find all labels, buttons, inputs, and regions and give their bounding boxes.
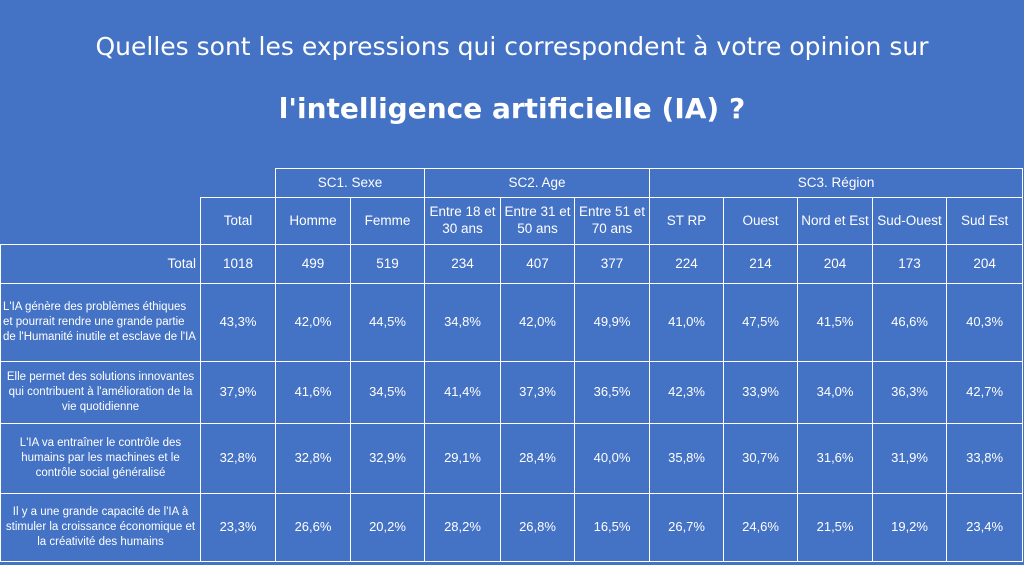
row-label: Elle permet des solutions innovantes qui… <box>0 361 201 424</box>
table-cell: 23,3% <box>200 493 276 562</box>
title-line-2: l'intelligence artificielle (IA) ? <box>278 92 746 125</box>
row-label: Total <box>0 244 201 284</box>
title-line-1: Quelles sont les expressions qui corresp… <box>95 32 929 61</box>
table-cell: 37,3% <box>500 361 576 424</box>
row-label: L'IA génère des problèmes éthiques et po… <box>0 283 201 362</box>
row-label: L'IA va entraîner le contrôle des humain… <box>0 423 201 494</box>
table-cell: 214 <box>723 244 799 284</box>
table-cell: 26,6% <box>275 493 351 562</box>
table-cell: 34,5% <box>349 361 426 424</box>
results-table: SC1. Sexe SC2. Age SC3. Région Total Hom… <box>0 168 1024 562</box>
group-header: SC1. Sexe <box>274 168 426 198</box>
table-cell: 21,5% <box>797 493 874 562</box>
table-cell: 36,3% <box>872 361 948 424</box>
table-cell: 19,2% <box>872 493 948 562</box>
table-cell: 29,1% <box>424 423 502 494</box>
group-header: SC2. Age <box>424 168 651 198</box>
table-row: Elle permet des solutions innovantes qui… <box>0 361 1024 424</box>
table-cell: 42,0% <box>275 283 351 362</box>
table-cell: 24,6% <box>723 493 799 562</box>
table-cell: 173 <box>872 244 948 284</box>
table-cell: 33,9% <box>723 361 799 424</box>
table-cell: 26,8% <box>500 493 576 562</box>
column-header: Total <box>200 197 276 245</box>
table-cell: 519 <box>349 244 426 284</box>
table-cell: 47,5% <box>723 283 799 362</box>
column-header: ST RP <box>649 197 725 245</box>
table-cell: 204 <box>797 244 874 284</box>
column-header: Entre 51 et 70 ans <box>574 197 651 245</box>
group-header: SC3. Région <box>649 168 1024 198</box>
table-cell: 33,8% <box>946 423 1024 494</box>
column-header: Sud Est <box>946 197 1024 245</box>
column-header: Ouest <box>723 197 799 245</box>
column-header: Femme <box>349 197 426 245</box>
table-cell: 41,0% <box>649 283 725 362</box>
table-cell: 28,4% <box>500 423 576 494</box>
column-header-row: Total Homme Femme Entre 18 et 30 ans Ent… <box>0 197 1024 245</box>
table-cell: 16,5% <box>574 493 651 562</box>
table-cell: 41,6% <box>275 361 351 424</box>
table-cell: 377 <box>574 244 651 284</box>
table-cell: 42,3% <box>649 361 725 424</box>
table-cell: 41,4% <box>424 361 502 424</box>
table-cell: 40,3% <box>946 283 1024 362</box>
table-cell: 20,2% <box>349 493 426 562</box>
table-cell: 42,0% <box>500 283 576 362</box>
column-header: Nord et Est <box>797 197 874 245</box>
table-cell: 37,9% <box>200 361 276 424</box>
table-cell: 35,8% <box>649 423 725 494</box>
table-cell: 42,7% <box>946 361 1024 424</box>
table-cell: 49,9% <box>574 283 651 362</box>
table-cell: 34,8% <box>424 283 502 362</box>
column-header: Sud-Ouest <box>872 197 948 245</box>
table-cell: 499 <box>275 244 351 284</box>
table-cell: 32,9% <box>349 423 426 494</box>
table-cell: 36,5% <box>574 361 651 424</box>
table-cell: 26,7% <box>649 493 725 562</box>
table-cell: 234 <box>424 244 502 284</box>
table-cell: 44,5% <box>349 283 426 362</box>
table-cell: 32,8% <box>275 423 351 494</box>
table-cell: 28,2% <box>424 493 502 562</box>
total-row: Total 1018 499 519 234 407 377 224 214 2… <box>0 244 1024 284</box>
column-header: Homme <box>275 197 351 245</box>
table-cell: 43,3% <box>200 283 276 362</box>
column-header: Entre 31 et 50 ans <box>500 197 576 245</box>
table-cell: 407 <box>500 244 576 284</box>
group-header-row: SC1. Sexe SC2. Age SC3. Région <box>0 168 1024 198</box>
table-cell: 41,5% <box>797 283 874 362</box>
table-row: Il y a une grande capacité de l'IA à sti… <box>0 493 1024 562</box>
table-row: L'IA génère des problèmes éthiques et po… <box>0 283 1024 362</box>
table-row: L'IA va entraîner le contrôle des humain… <box>0 423 1024 494</box>
table-cell: 32,8% <box>200 423 276 494</box>
table-cell: 31,6% <box>797 423 874 494</box>
corner-cell <box>0 168 276 198</box>
table-cell: 1018 <box>200 244 276 284</box>
table-cell: 30,7% <box>723 423 799 494</box>
column-header: Entre 18 et 30 ans <box>424 197 502 245</box>
table-cell: 224 <box>649 244 725 284</box>
row-label: Il y a une grande capacité de l'IA à sti… <box>0 493 201 562</box>
table-cell: 40,0% <box>574 423 651 494</box>
table-cell: 46,6% <box>872 283 948 362</box>
table-cell: 31,9% <box>872 423 948 494</box>
corner-cell <box>0 197 201 245</box>
table-cell: 23,4% <box>946 493 1024 562</box>
table-cell: 204 <box>946 244 1024 284</box>
table-cell: 34,0% <box>797 361 874 424</box>
